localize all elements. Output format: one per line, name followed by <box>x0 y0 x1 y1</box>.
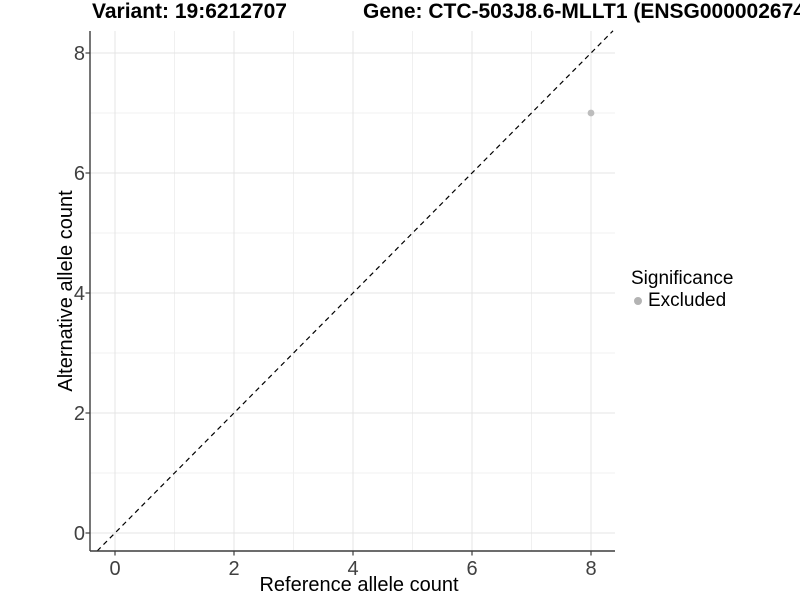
svg-text:2: 2 <box>228 558 239 580</box>
plot-title-gene: Gene: CTC-503J8.6-MLLT1 (ENSG00000267427… <box>363 0 800 23</box>
svg-text:8: 8 <box>74 43 85 65</box>
svg-text:Alternative allele count: Alternative allele count <box>55 190 77 392</box>
svg-text:Reference allele count: Reference allele count <box>259 574 458 596</box>
svg-text:2: 2 <box>74 403 85 425</box>
svg-text:8: 8 <box>585 558 596 580</box>
svg-text:0: 0 <box>74 523 85 545</box>
legend-title: Significance <box>631 268 734 289</box>
svg-text:4: 4 <box>74 283 85 305</box>
legend-item-excluded: Excluded <box>631 291 733 311</box>
excluded-point-icon <box>634 297 642 305</box>
legend: Significance Excluded <box>631 268 733 311</box>
svg-text:0: 0 <box>109 558 120 580</box>
svg-text:4: 4 <box>347 558 358 580</box>
legend-item-label: Excluded <box>648 290 727 311</box>
svg-text:6: 6 <box>466 558 477 580</box>
plot-title-variant: Variant: 19:6212707 <box>92 0 287 23</box>
svg-text:6: 6 <box>74 163 85 185</box>
